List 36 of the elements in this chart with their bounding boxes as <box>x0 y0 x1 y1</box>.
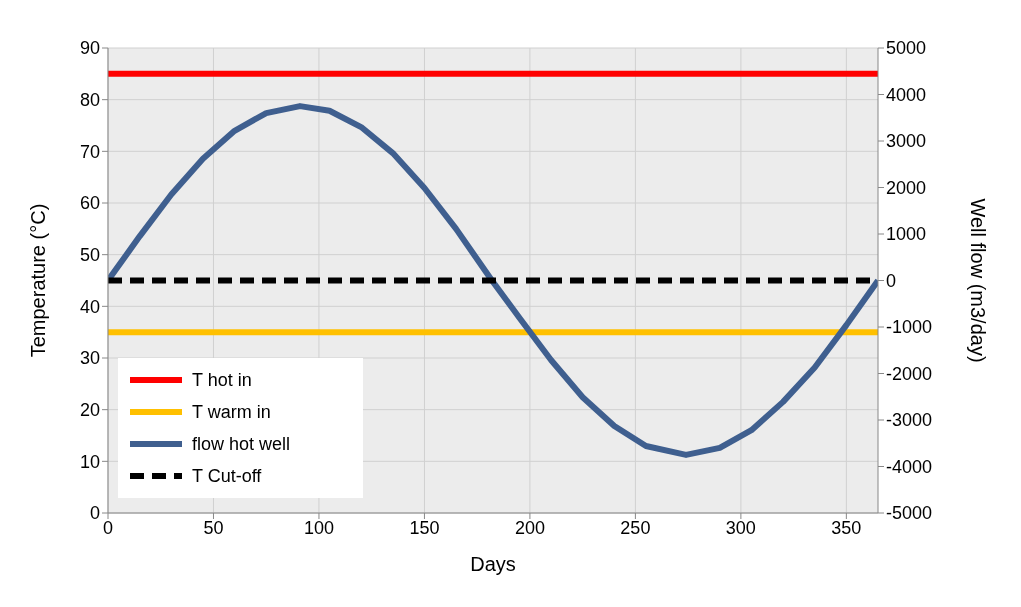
x-tick-label: 150 <box>409 517 440 538</box>
y-tick-label: 60 <box>79 193 100 214</box>
legend-label: flow hot well <box>192 433 291 455</box>
y2-tick-label: -5000 <box>886 503 933 524</box>
legend-label: T hot in <box>192 369 252 391</box>
y2-tick-label: 4000 <box>886 84 927 105</box>
y2-tick-label: -2000 <box>886 363 933 384</box>
y-tick-label: 0 <box>89 503 100 524</box>
x-tick-label: 250 <box>620 517 651 538</box>
y-tick-label: 10 <box>79 451 100 472</box>
y-tick-label: 50 <box>79 245 100 266</box>
y2-tick-label: -3000 <box>886 410 933 431</box>
y-tick-label: 90 <box>79 38 100 59</box>
y-tick-label: 30 <box>79 348 100 369</box>
x-tick-label: 200 <box>514 517 545 538</box>
x-tick-label: 350 <box>831 517 862 538</box>
legend-label: T Cut-off <box>192 465 262 487</box>
y-tick-label: 80 <box>79 90 100 111</box>
y2-tick-label: -1000 <box>886 317 933 338</box>
x-tick-label: 300 <box>725 517 756 538</box>
y-axis-title: Temperature (°C) <box>27 203 50 358</box>
y2-tick-label: -4000 <box>886 456 933 477</box>
y-tick-label: 70 <box>79 141 100 162</box>
y2-axis-title: Well flow (m3/day) <box>966 198 989 363</box>
y2-tick-label: 0 <box>886 270 897 291</box>
y2-tick-label: 1000 <box>886 224 927 245</box>
x-tick-label: 0 <box>102 517 114 538</box>
y2-tick-label: 5000 <box>886 38 927 59</box>
y2-tick-label: 2000 <box>886 177 927 198</box>
legend-label: T warm in <box>192 401 271 423</box>
y2-tick-label: 3000 <box>886 131 927 152</box>
x-axis-title: Days <box>470 553 516 575</box>
x-tick-label: 100 <box>303 517 334 538</box>
x-tick-label: 50 <box>203 517 224 538</box>
y-tick-label: 20 <box>79 400 100 421</box>
y-tick-label: 40 <box>79 296 100 317</box>
